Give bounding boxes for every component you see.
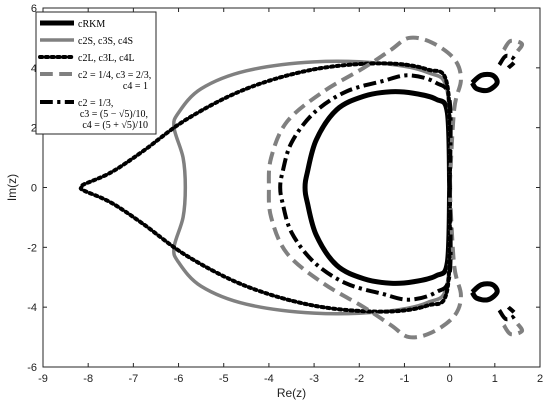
legend-box <box>35 11 157 135</box>
series-3 <box>78 61 452 314</box>
series-5-curve-1 <box>278 73 453 302</box>
y-tick-label: -4 <box>27 302 37 314</box>
legend-entry-2: c2S, c3S, c4S <box>40 36 133 47</box>
x-tick-label: 1 <box>492 373 498 385</box>
x-tick-label: -2 <box>354 373 364 385</box>
legend-entry-5: c2 = 1/3,c3 = (5 − √5)/10,c4 = (5 + √5)/… <box>40 98 148 131</box>
y-tick-label: 0 <box>31 183 37 195</box>
series-4 <box>266 35 525 340</box>
legend-entry-1: cRKM <box>40 19 105 30</box>
series-1-curve-3 <box>470 281 500 303</box>
legend-label: c4 = 1 <box>123 81 148 92</box>
series-4-curve-3 <box>502 322 525 337</box>
y-axis-label: Im(z) <box>5 174 19 201</box>
legend-label: c4 = (5 + √5)/10 <box>82 120 148 131</box>
legend: cRKM c2S, c3S, c4S c2L, c3L, c4L c2 = 1/4, … <box>35 11 157 135</box>
x-tick-label: 0 <box>447 373 453 385</box>
series-5-curve-2 <box>497 53 518 70</box>
x-axis-label: Re(z) <box>277 386 306 400</box>
x-tick-label: -5 <box>219 373 229 385</box>
legend-label: c2S, c3S, c4S <box>78 36 133 47</box>
ticks-layer: -9 -8 -7 -6 -5 -4 -3 -2 -1 0 1 2 -6 -4 -2 0 2 4 6 <box>27 3 543 385</box>
series-4-curve-2 <box>502 38 525 53</box>
y-tick-label: 6 <box>31 3 37 15</box>
series-1 <box>302 71 500 303</box>
x-tick-label: -1 <box>400 373 410 385</box>
x-tick-label: -7 <box>128 373 138 385</box>
y-tick-label: -6 <box>27 362 37 374</box>
legend-label: cRKM <box>78 19 105 30</box>
y-tick-label: 4 <box>31 63 37 75</box>
series-1-curve-2 <box>470 71 500 94</box>
series-layer <box>78 35 525 340</box>
series-1-curve-1 <box>302 89 453 286</box>
legend-label: c2 = 1/4, c3 = 2/3, <box>78 70 151 81</box>
y-tick-label: -2 <box>27 242 37 254</box>
series-5-curve-3 <box>497 305 518 322</box>
series-4-curve-1 <box>266 35 463 340</box>
legend-label: c3 = (5 − √5)/10, <box>80 109 148 120</box>
x-tick-label: -8 <box>83 373 93 385</box>
series-5 <box>278 53 518 322</box>
x-tick-label: -3 <box>309 373 319 385</box>
x-tick-label: -9 <box>38 373 48 385</box>
legend-entry-3: c2L, c3L, c4L <box>38 53 135 64</box>
x-tick-label: 2 <box>537 373 543 385</box>
x-tick-label: -4 <box>264 373 274 385</box>
x-tick-label: -6 <box>174 373 184 385</box>
legend-label: c2 = 1/3, <box>78 98 113 109</box>
y-tick-label: 2 <box>31 123 37 135</box>
series-3-curve-1 <box>78 61 452 314</box>
legend-entry-4: c2 = 1/4, c3 = 2/3,c4 = 1 <box>40 70 151 92</box>
legend-label: c2L, c3L, c4L <box>78 53 135 64</box>
